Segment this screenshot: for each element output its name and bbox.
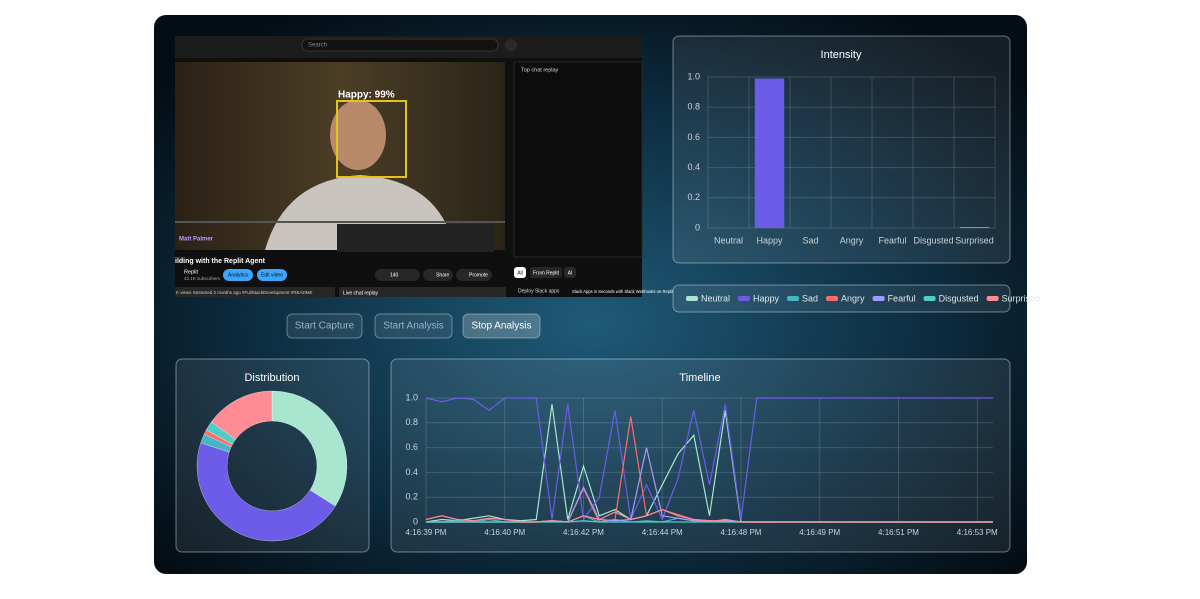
legend-label: Neutral [701,293,730,303]
channel-name: Replit [184,269,199,275]
y-tick-label: 0.8 [687,102,700,112]
legend-swatch[interactable] [787,296,800,301]
legend-label: Sad [802,293,818,303]
y-tick-label: 0.2 [405,492,418,502]
analytics-button[interactable] [223,269,253,281]
x-tick-label: 4:16:51 PM [878,528,919,537]
y-tick-label: 0.2 [687,192,700,202]
legend-label: Surprised [1002,293,1041,303]
bar [959,227,990,228]
x-tick-label: 4:16:44 PM [642,528,683,537]
bar [754,78,785,228]
chat-panel [513,61,643,258]
like-count: 140 [390,272,399,278]
chart-title: Distribution [244,372,299,384]
control-button[interactable] [374,313,453,339]
legend-swatch[interactable] [986,296,999,301]
chart-title: Timeline [679,372,720,384]
y-tick-label: 1.0 [405,392,418,402]
x-tick-label: 4:16:53 PM [957,528,998,537]
donut-slice [196,442,336,542]
y-tick-label: 0 [695,222,700,232]
y-tick-label: 0.4 [687,162,700,172]
control-button-label: Start Capture [295,321,355,332]
chat-header: Top chat replay [521,67,559,73]
x-tick-label: 4:16:40 PM [484,528,525,537]
video-title: ilding with the Replit Agent [175,258,266,265]
legend-label: Disgusted [939,293,979,303]
chip-label: All [517,270,523,276]
x-tick-label: 4:16:49 PM [799,528,840,537]
x-tick-label: Angry [840,235,864,245]
y-tick-label: 0.6 [405,442,418,452]
progress-bar[interactable] [175,221,505,223]
mic-button[interactable] [505,39,517,51]
legend-swatch[interactable] [826,296,839,301]
description-box [175,287,335,297]
analytics-label: Analytics [228,272,249,278]
like-button[interactable] [375,269,420,281]
live-chat-label: Live chat replay [343,290,379,296]
share-button[interactable] [423,269,453,281]
panel [672,35,1011,264]
chat-filter-chip[interactable] [530,267,562,278]
chart-title: Intensity [821,49,862,61]
x-tick-label: Fearful [878,235,906,245]
y-tick-label: 1.0 [687,71,700,81]
chat-filter-chip[interactable] [564,267,576,278]
x-tick-label: Sad [802,235,818,245]
x-tick-label: 4:16:39 PM [406,528,447,537]
panel [390,358,1011,553]
search-placeholder: Search [308,43,327,49]
x-tick-label: Disgusted [913,235,953,245]
legend-label: Angry [841,293,865,303]
x-tick-label: 4:16:42 PM [563,528,604,537]
donut-slice [210,390,273,440]
edit-video-label: Edit video [261,272,283,278]
search-box[interactable] [301,38,499,52]
control-button-label: Start Analysis [383,321,444,332]
x-tick-label: Happy [756,235,783,245]
x-tick-label: Surprised [955,235,994,245]
promote-label: Promote [469,272,488,278]
panel [672,284,1011,313]
chat-filter-chip[interactable] [514,267,526,278]
control-button-label: Stop Analysis [471,321,531,332]
related-video-title: Slack Apps in Seconds with Slack Webhook… [572,289,674,294]
edit-video-button[interactable] [257,269,287,281]
legend-label: Happy [753,293,780,303]
legend-swatch[interactable] [738,296,751,301]
y-tick-label: 0.6 [687,132,700,142]
detection-label: Happy: 99% [338,90,395,101]
series-line [425,508,993,523]
legend-swatch[interactable] [686,296,698,301]
video-description: K views Streamed 2 months ago #FullStack… [176,290,313,295]
person-face [330,100,386,170]
chip-label: From Replit [533,270,559,276]
legend-label: Fearful [888,293,916,303]
subscriber-count: 42.1K subscribers [184,276,221,281]
x-tick-label: 4:16:48 PM [721,528,762,537]
share-label: Share [436,272,450,278]
chip-label: AI [568,270,573,276]
face-detection-box [336,100,407,178]
control-button[interactable] [462,313,541,339]
x-tick-label: Neutral [714,235,743,245]
thumbnail-strip [337,224,494,252]
y-tick-label: 0.4 [405,467,418,477]
legend-swatch[interactable] [872,296,885,301]
series-line [425,397,993,522]
control-button[interactable] [286,313,363,339]
donut-slice [271,390,348,507]
y-tick-label: 0 [413,516,418,526]
live-chat-box[interactable] [339,287,506,297]
legend-swatch[interactable] [923,296,936,301]
related-video-tag: Deploy Slack apps [518,288,560,294]
promote-button[interactable] [456,269,492,281]
y-tick-label: 0.8 [405,417,418,427]
overlay-name: Matt Palmer [179,237,214,243]
